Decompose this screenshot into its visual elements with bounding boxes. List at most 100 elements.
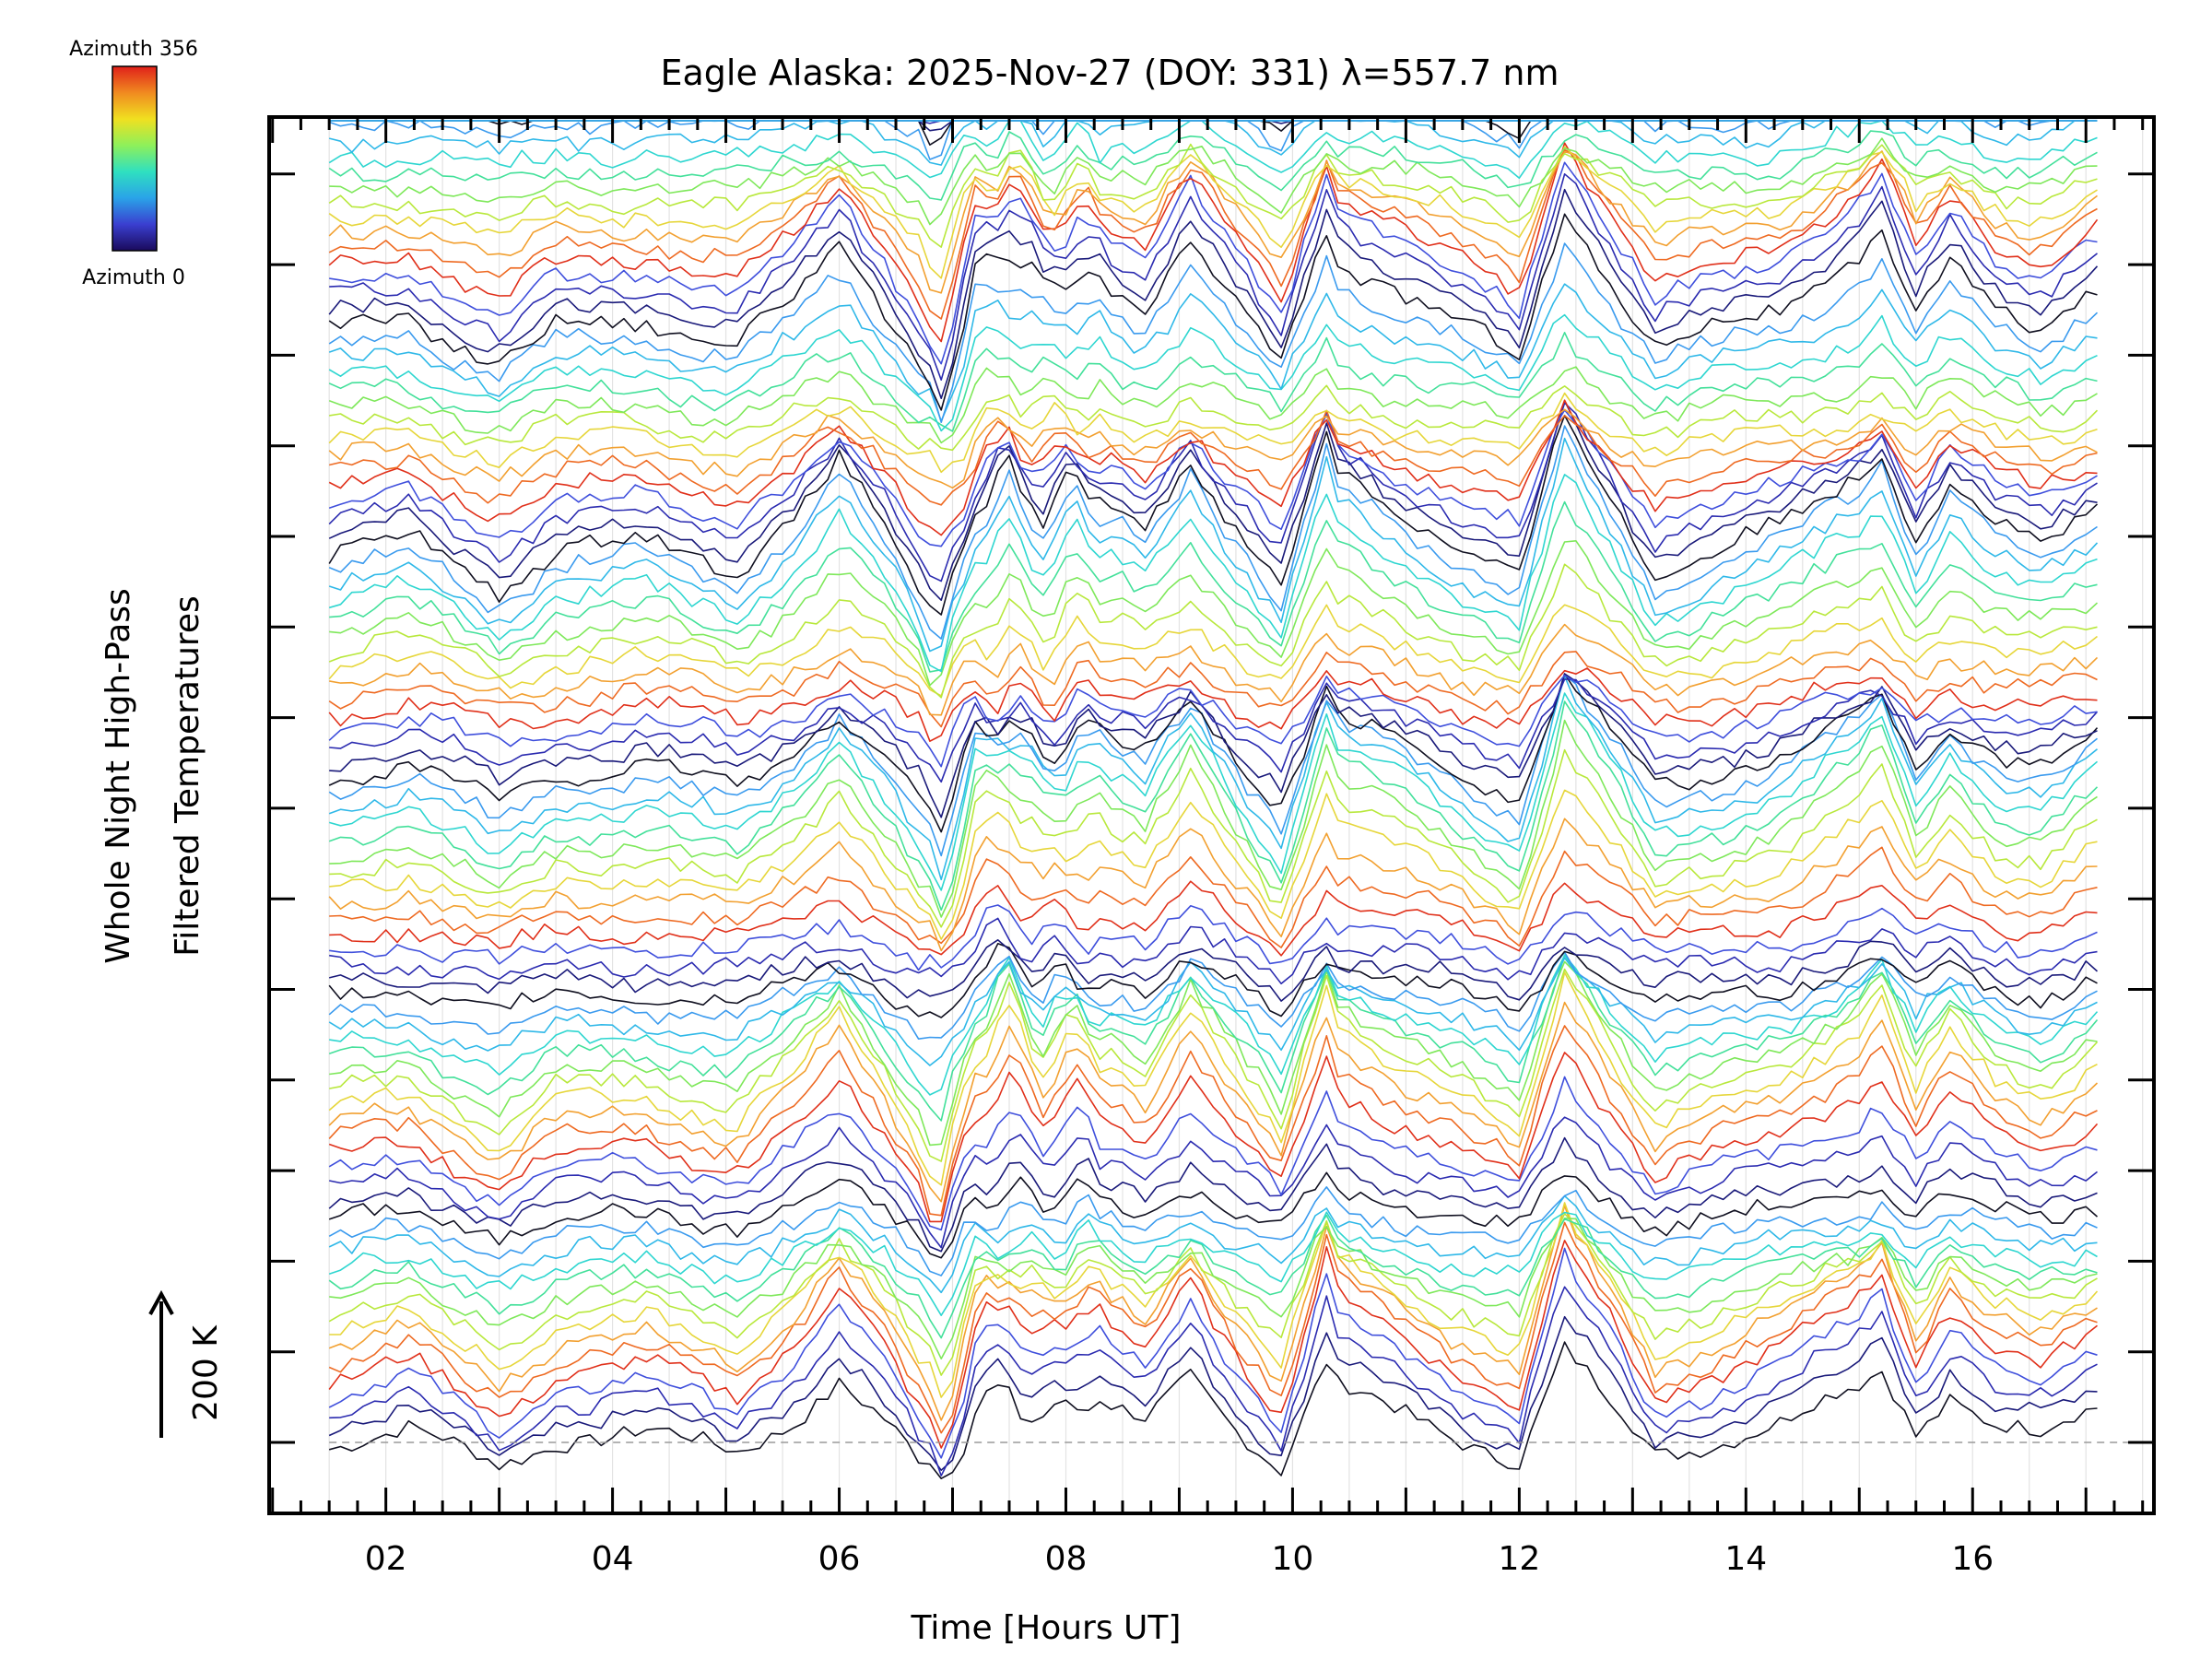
series-line — [329, 917, 2098, 985]
series-line — [328, 667, 2098, 743]
series-line — [328, 957, 2098, 1066]
series-line — [329, 846, 2098, 948]
series-line — [328, 402, 2098, 582]
series-line — [328, 1052, 2099, 1223]
series-line — [329, 968, 2099, 1162]
series-line — [328, 242, 2099, 424]
series-line — [329, 789, 2098, 940]
plot-frame — [267, 115, 2156, 1515]
series-line — [328, 408, 2098, 489]
series-line — [329, 673, 2098, 818]
series-line — [328, 1315, 2098, 1471]
series-line — [328, 1194, 2098, 1294]
series-line — [328, 142, 2099, 343]
series-line — [328, 673, 2099, 833]
series-line — [328, 818, 2098, 952]
series-line — [329, 1218, 2098, 1359]
series-line — [329, 719, 2098, 918]
series-line — [328, 651, 2098, 728]
chart-title: Eagle Alaska: 2025-Nov-27 (DOY: 331) λ=5… — [661, 53, 1559, 93]
series-line — [329, 161, 2098, 365]
series-line — [329, 904, 2098, 971]
series-line — [328, 399, 2098, 602]
series-line — [328, 213, 2098, 411]
series-line — [329, 173, 2099, 382]
series-line — [329, 1116, 2098, 1249]
series-line — [328, 366, 2098, 444]
y-axis-label-line1: Whole Night High-Pass — [100, 588, 137, 964]
series-line — [328, 1214, 2098, 1339]
series-line — [328, 1221, 2098, 1434]
series-line — [328, 971, 2098, 1186]
series-line — [328, 1076, 2098, 1231]
series-line — [328, 120, 2098, 179]
series-line — [328, 409, 2098, 547]
series-line — [328, 700, 2099, 912]
series-line — [328, 1025, 2098, 1217]
series-line — [328, 1240, 2098, 1449]
series-line — [328, 425, 2098, 640]
series-line — [328, 1171, 2099, 1259]
series-line — [328, 414, 2099, 616]
axis-ticks — [269, 117, 2154, 1513]
series-line — [328, 130, 2098, 201]
x-tick-label: 12 — [1498, 1540, 1540, 1578]
series-line — [329, 880, 2098, 957]
series-line — [329, 748, 2098, 928]
series-line — [328, 1205, 2098, 1421]
series-line — [328, 692, 2099, 891]
series-line — [329, 137, 2098, 226]
series-line — [328, 188, 2099, 400]
scale-bar: 200 K — [148, 1289, 225, 1438]
series-line — [328, 942, 2098, 1018]
series-line — [329, 938, 2099, 1002]
series-line — [329, 1286, 2098, 1477]
series-line — [329, 539, 2099, 687]
series-line — [328, 399, 2098, 536]
y-axis-label-line2: Filtered Temperatures — [169, 595, 206, 957]
series-line — [328, 1211, 2098, 1316]
x-tick-label: 02 — [365, 1540, 407, 1578]
series-line — [328, 951, 2098, 1040]
series-line — [328, 150, 2098, 294]
colorbar-label-bottom: Azimuth 0 — [82, 266, 185, 289]
colorbar-gradient — [112, 65, 158, 252]
x-tick-labels: 02 04 06 08 10 12 14 16 — [365, 1540, 1994, 1578]
series-line — [328, 675, 2099, 881]
series-line — [329, 678, 2099, 783]
series-line — [329, 500, 2098, 673]
series-line — [328, 674, 2099, 857]
series-line — [329, 1202, 2099, 1398]
series-line — [328, 143, 2098, 248]
scale-arrow-head — [148, 1289, 174, 1315]
x-tick-label: 10 — [1272, 1540, 1314, 1578]
series-line — [328, 392, 2098, 474]
scale-bar-label: 200 K — [187, 1324, 225, 1421]
x-tick-label: 14 — [1724, 1540, 1767, 1578]
series-line — [328, 437, 2099, 653]
series-line — [328, 1341, 2098, 1479]
x-axis-label: Time [Hours UT] — [911, 1609, 1182, 1647]
series-line — [328, 313, 2098, 432]
series-line — [328, 563, 2098, 699]
series-line — [329, 623, 2099, 716]
x-tick-label: 06 — [818, 1540, 861, 1578]
series-line — [328, 1001, 2099, 1203]
colorbar-label-top: Azimuth 356 — [69, 38, 198, 61]
x-tick-label: 08 — [1045, 1540, 1088, 1578]
x-tick-label: 04 — [592, 1540, 634, 1578]
colorbar: Azimuth 356 Azimuth 0 — [69, 38, 198, 289]
series-line — [328, 474, 2098, 673]
series-line — [328, 331, 2098, 432]
series-line — [328, 954, 2099, 1122]
x-tick-label: 16 — [1951, 1540, 1994, 1578]
series-line — [328, 1247, 2098, 1459]
series-line — [328, 1136, 2098, 1253]
series-line — [328, 148, 2098, 320]
series-line — [328, 283, 2098, 422]
series-line — [328, 674, 2098, 768]
series-line — [328, 604, 2098, 697]
